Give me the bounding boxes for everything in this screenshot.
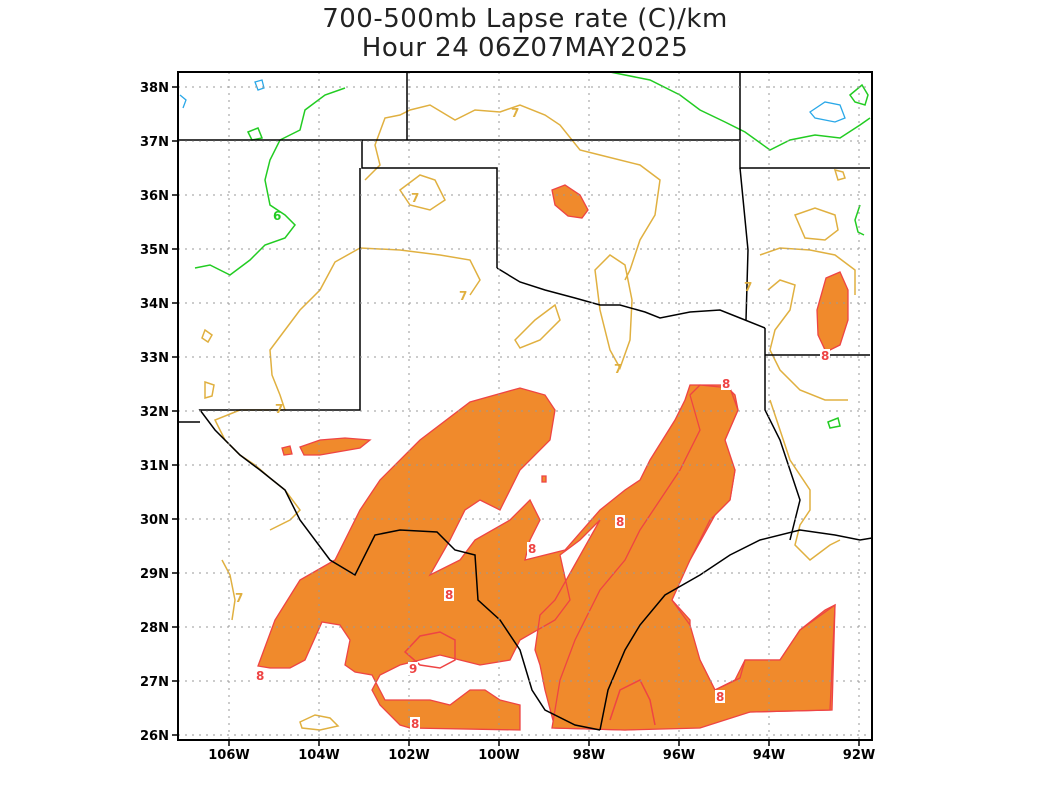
y-tick-label: 36N	[140, 189, 169, 204]
label-bg	[444, 588, 454, 601]
contour-6-east	[854, 204, 865, 236]
contour-label-8: 8	[256, 669, 264, 683]
contour-7-loop-c	[594, 254, 633, 370]
contour-7-east	[759, 247, 856, 295]
label-bg	[715, 690, 725, 703]
contour-label-7: 7	[411, 191, 419, 205]
contour-label-8: 8	[616, 515, 624, 529]
contour-9-lines	[403, 631, 656, 726]
label-bg	[255, 669, 265, 682]
contour-7-loop-a	[398, 174, 446, 211]
contour-label-9: 9	[409, 662, 417, 676]
contour-label-7: 7	[235, 591, 243, 605]
x-tick-label: 92W	[843, 748, 875, 763]
x-tick-label: 102W	[388, 748, 429, 763]
label-bg	[615, 515, 625, 528]
contour-label-7: 7	[511, 106, 519, 120]
y-tick-label: 35N	[140, 243, 169, 258]
contour-6-loop-w	[246, 127, 264, 141]
contour-5-ne-loop	[809, 101, 846, 123]
east-okla-ark	[739, 167, 749, 321]
y-tick-label: 27N	[140, 675, 169, 690]
contour-6-se	[827, 416, 841, 429]
contour-5-nw	[254, 79, 265, 91]
gulf-coast	[599, 529, 873, 731]
x-axis-labels: 106W 104W 102W 100W 98W 96W 94W 92W	[208, 748, 875, 763]
shaded-area-arkansas	[816, 271, 849, 353]
label-bg	[408, 662, 418, 675]
contour-7-sw	[221, 559, 236, 621]
contour-7-center	[359, 247, 481, 296]
y-axis-labels: 38N 37N 36N 35N 34N 33N 32N 31N 30N 29N …	[140, 81, 169, 744]
x-tick-label: 104W	[298, 748, 339, 763]
contour-7-west	[213, 247, 361, 531]
y-tick-label: 26N	[140, 729, 169, 744]
x-tick-label: 106W	[208, 748, 249, 763]
contour-6-loop-ne	[848, 83, 869, 106]
contour-7-small1	[201, 328, 213, 344]
tick-marks	[172, 86, 860, 746]
chart-title-line1: 700-500mb Lapse rate (C)/km	[322, 4, 728, 34]
contour-5-edge	[179, 94, 187, 109]
shaded-area-westtx	[299, 437, 372, 456]
contour-6-west	[194, 87, 346, 276]
contour-label-8: 8	[821, 349, 829, 363]
state-borders	[178, 72, 873, 731]
contour-label-7: 7	[459, 289, 467, 303]
nm-tx-border	[198, 168, 601, 731]
tx-la-border	[764, 328, 801, 541]
contour-label-8: 8	[445, 588, 453, 602]
y-tick-label: 28N	[140, 621, 169, 636]
label-bg	[410, 717, 420, 730]
contour-7-small2	[204, 380, 215, 399]
label-bg	[721, 377, 731, 390]
contour-label-8: 8	[716, 690, 724, 704]
contour-7-loop-b	[514, 303, 561, 349]
shaded-area-big-east	[551, 384, 836, 731]
contour-label-8: 8	[411, 717, 419, 731]
shaded-lapse-rate-areas	[257, 184, 849, 731]
label-bg	[820, 349, 830, 362]
y-tick-label: 37N	[140, 135, 169, 150]
y-tick-label: 29N	[140, 567, 169, 582]
x-tick-label: 98W	[573, 748, 605, 763]
contour-7-north	[364, 104, 661, 281]
contour-7-east-lower	[767, 279, 848, 401]
contour-labels: 6 7 7 7 7 7 7 7 8 8 8 8 8 8 8 8 9	[235, 106, 830, 731]
contour-label-7: 7	[744, 280, 752, 294]
red-river-border	[496, 267, 766, 329]
contour-7-east-loop	[793, 207, 839, 241]
map-frame	[177, 71, 873, 741]
contour-7-se	[769, 399, 841, 561]
contour-8-coast-line	[609, 678, 656, 726]
y-tick-label: 34N	[140, 297, 169, 312]
contour-label-7: 7	[275, 402, 283, 416]
y-tick-label: 31N	[140, 459, 169, 474]
contour-labels-8: 8 8 8 8 8 8 8 8 9	[255, 349, 830, 731]
y-tick-label: 32N	[140, 405, 169, 420]
y-tick-label: 38N	[140, 81, 169, 96]
arkansas-border	[739, 72, 870, 169]
x-tick-label: 96W	[663, 748, 695, 763]
y-tick-label: 30N	[140, 513, 169, 528]
contour-6-lines	[194, 71, 871, 429]
label-bg	[527, 542, 537, 555]
contour-7-east-small	[833, 168, 846, 181]
x-tick-label: 94W	[753, 748, 785, 763]
x-tick-label: 100W	[478, 748, 519, 763]
contour-label-6: 6	[273, 209, 281, 223]
chart-title-line2: Hour 24 06Z07MAY2025	[361, 33, 689, 63]
shaded-area-okla	[551, 184, 589, 219]
y-tick-label: 33N	[140, 351, 169, 366]
contour-9-loop	[403, 631, 456, 669]
contour-label-7: 7	[614, 362, 622, 376]
contour-label-8: 8	[528, 542, 536, 556]
contour-6-north	[609, 71, 871, 151]
shaded-area-small-dot	[541, 475, 547, 483]
okla-panhandle-border	[361, 140, 498, 268]
shaded-area-westtx-small	[281, 445, 293, 456]
contour-7-bottom	[299, 714, 340, 731]
contour-label-8: 8	[722, 377, 730, 391]
